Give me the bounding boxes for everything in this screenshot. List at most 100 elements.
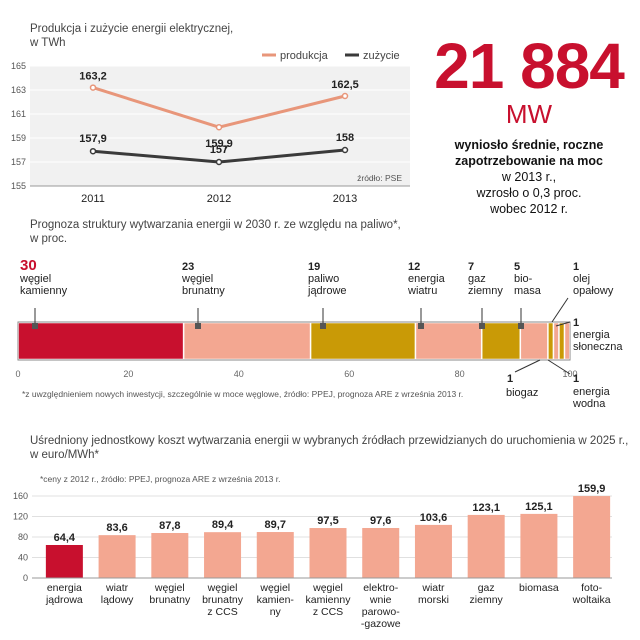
bar-value-label: 103,6 [420, 512, 448, 524]
bar [573, 496, 611, 578]
x-tick-label: 2012 [207, 193, 231, 205]
stacked-segment [183, 322, 311, 360]
segment-name-label: opałowy [573, 285, 614, 297]
y-tick-label: 163 [11, 85, 26, 95]
segment-name-label: energia [573, 386, 611, 398]
stacked-chart: 0 20 40 60 80 10030węgielkamienny23węgielbrun… [15, 257, 623, 410]
leader-marker [195, 323, 201, 329]
segment-value-label: 23 [182, 261, 194, 273]
data-point [215, 123, 223, 131]
x-tick-label: kamienny [306, 594, 352, 606]
bar-chart-title-text: Uśredniony jednostkowy koszt wytwarzania… [30, 435, 629, 447]
bar [151, 533, 189, 578]
x-tick-label: 2011 [81, 193, 105, 205]
data-point [341, 146, 349, 154]
headline-line-2: zapotrzebowanie na moc [455, 154, 603, 168]
segment-name-label: brunatny [182, 285, 225, 297]
leader-marker [320, 323, 326, 329]
x-tick-label: morski [418, 594, 449, 606]
leader-line [514, 359, 541, 373]
x-tick-label: biomasa [519, 582, 559, 594]
segment-name-label: wodna [572, 398, 606, 410]
segment-value-label: 30 [20, 257, 37, 274]
x-tick-label: energia [47, 582, 82, 594]
stacked-segment [520, 322, 548, 360]
leader-line [551, 297, 569, 323]
segment-value-label: 19 [308, 261, 320, 273]
headline-line-3: w 2013 r., [501, 170, 557, 184]
segment-name-label: bio- [514, 273, 533, 285]
stacked-segment [18, 322, 184, 360]
x-tick-label: brunatny [202, 594, 244, 606]
segment-value-label: 7 [468, 261, 474, 273]
segment-name-label: kamienny [20, 285, 68, 297]
data-label: 157 [210, 144, 228, 156]
x-tick-label: gaz [478, 582, 495, 594]
segment-name-label: węgiel [181, 273, 213, 285]
x-tick-label: brunatny [149, 594, 191, 606]
segment-value-label: 1 [573, 317, 579, 329]
segment-value-label: 5 [514, 261, 520, 273]
leader-marker [418, 323, 424, 329]
headline-number: 21 884 [434, 30, 625, 102]
segment-value-label: 1 [507, 373, 513, 385]
line-chart-title-text: Produkcja i zużycie energii elektrycznej… [30, 23, 234, 35]
x-tick-label: węgiel [312, 582, 343, 594]
segment-name-label: energia [573, 329, 611, 341]
x-tick-label: z CCS [207, 606, 237, 618]
stacked-segment [481, 322, 521, 360]
bar-value-label: 64,4 [54, 532, 76, 544]
segment-name-label: olej [573, 273, 590, 285]
stacked-chart-title: Prognoza struktury wytwarzania energii w… [30, 218, 401, 246]
bar [309, 528, 347, 578]
line-chart-subtitle: w TWh [30, 37, 66, 49]
x-tick-label: 20 [123, 369, 133, 379]
y-tick-label: 157 [11, 157, 26, 167]
x-tick-label: 2013 [333, 193, 357, 205]
bar-chart-title: Uśredniony jednostkowy koszt wytwarzania… [30, 434, 628, 462]
bar-chart-subtitle: w euro/MWh* [30, 449, 100, 461]
source-note: źródło: PSE [357, 173, 402, 183]
segment-name-label: gaz [468, 273, 486, 285]
x-tick-label: wiatr [105, 582, 129, 594]
bar-chart-note: *ceny z 2012 r., źródło: PPEJ, prognoza … [40, 474, 281, 484]
segment-name-label: energia [408, 273, 446, 285]
y-tick-label: 40 [18, 553, 28, 563]
data-label: 163,2 [79, 71, 107, 83]
segment-name-label: węgiel [19, 273, 51, 285]
segment-name-label: masa [514, 285, 542, 297]
data-label: 158 [336, 132, 354, 144]
leader-line [547, 359, 571, 375]
x-tick-label: -gazowe [361, 618, 401, 630]
stacked-chart-footnote: *z uwzględnieniem nowych inwestycji, szc… [22, 389, 464, 399]
headline-description: wyniosło średnie, roczne zapotrzebowanie… [424, 137, 634, 217]
x-tick-label: parowo- [362, 606, 400, 618]
data-point [89, 84, 97, 91]
x-tick-label: ziemny [470, 594, 504, 606]
bar-value-label: 125,1 [525, 501, 553, 513]
stacked-segment [559, 322, 565, 360]
y-tick-label: 159 [11, 133, 26, 143]
bar-value-label: 97,6 [370, 515, 391, 527]
data-label: 159,9 [205, 138, 233, 150]
bar-value-label: 87,8 [159, 520, 180, 532]
x-tick-label: węgiel [154, 582, 185, 594]
line-chart: 165 163 161 159 157 155 2011 2012 2013 163,2 159,9… [11, 50, 410, 205]
bar [256, 532, 294, 578]
segment-value-label: 1 [573, 261, 579, 273]
x-tick-label: z CCS [313, 606, 343, 618]
segment-name-label: słoneczna [573, 341, 623, 353]
stacked-segment [564, 322, 570, 360]
y-tick-label: 0 [23, 573, 28, 583]
bar [414, 524, 452, 578]
x-tick-label: 60 [344, 369, 354, 379]
headline-line-1: wyniosło średnie, roczne [454, 138, 604, 152]
headline-line-4: wzrosło o 0,3 proc. [476, 186, 582, 200]
legend-label: zużycie [363, 50, 400, 62]
y-tick-label: 160 [13, 491, 28, 501]
stacked-segment [548, 322, 554, 360]
stacked-chart-title-text: Prognoza struktury wytwarzania energii w… [30, 219, 401, 231]
y-tick-label: 161 [11, 109, 26, 119]
data-point [215, 158, 223, 166]
x-tick-label: węgiel [259, 582, 290, 594]
